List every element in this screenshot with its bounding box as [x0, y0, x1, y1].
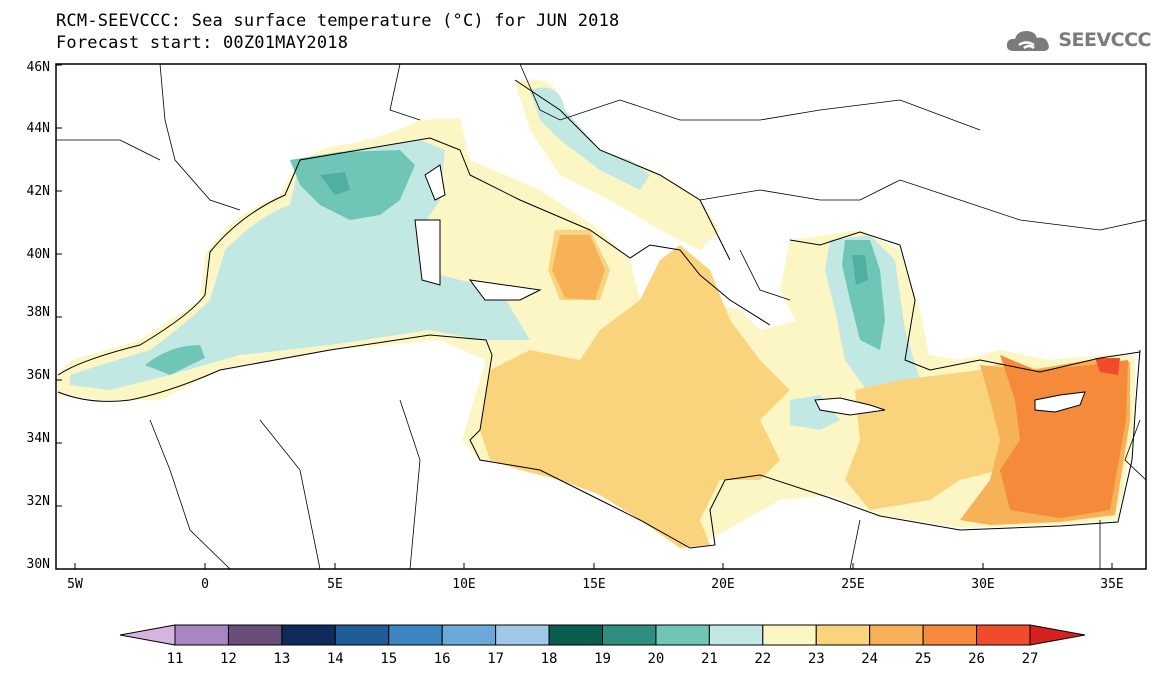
colorbar-segment — [441, 624, 497, 646]
sea-fields — [56, 64, 1146, 569]
lat-label: 32N — [27, 494, 50, 509]
cloud-icon — [1007, 31, 1050, 51]
colorbar-label: 14 — [327, 651, 344, 667]
lon-label: 30E — [971, 577, 994, 592]
logo-text: SEEVCCC — [1058, 29, 1151, 51]
lon-label: 15E — [582, 577, 605, 592]
lat-label: 46N — [27, 60, 50, 75]
colorbar: 11 12 13 14 15 16 17 18 19 20 21 22 23 24 25 26 27 — [119, 624, 1086, 667]
lon-label: 5E — [327, 577, 343, 592]
colorbar-label: 18 — [541, 651, 558, 667]
colorbar-segment — [869, 624, 924, 646]
lon-label: 35E — [1100, 577, 1123, 592]
sst-band-19 — [320, 172, 868, 285]
lon-label: 10E — [452, 577, 475, 592]
colorbar-segment — [174, 624, 229, 646]
colorbar-segment — [227, 624, 283, 646]
colorbar-label: 22 — [754, 651, 771, 667]
colorbar-label: 17 — [487, 651, 504, 667]
colorbar-segment — [708, 624, 764, 646]
colorbar-segment — [922, 624, 978, 646]
colorbar-segment — [762, 624, 817, 646]
colorbar-label: 25 — [915, 651, 932, 667]
colorbar-label: 24 — [861, 651, 878, 667]
lat-label: 40N — [27, 247, 50, 262]
colorbar-segment — [495, 624, 550, 646]
lat-label: 44N — [27, 121, 50, 136]
colorbar-segment — [281, 624, 336, 646]
lat-label: 30N — [27, 557, 50, 572]
colorbar-label: 19 — [594, 651, 611, 667]
map-title: RCM-SEEVCCC: Sea surface temperature (°C… — [56, 11, 620, 31]
lat-label: 34N — [27, 431, 50, 446]
colorbar-segment — [655, 624, 710, 646]
lon-label: 25E — [841, 577, 864, 592]
sst-band-20 — [145, 150, 885, 375]
longitude-axis: 5W 0 5E 10E 15E 20E 25E 30E 35E — [67, 563, 1124, 592]
colorbar-arrow-right — [1029, 624, 1086, 646]
lon-label: 5W — [67, 577, 83, 592]
lat-label: 38N — [27, 305, 50, 320]
colorbar-label: 13 — [273, 651, 290, 667]
lon-label: 20E — [711, 577, 734, 592]
seevccc-logo: SEEVCCC — [1004, 26, 1151, 54]
colorbar-label: 11 — [167, 651, 184, 667]
coastlines — [57, 79, 1141, 549]
colorbar-label: 23 — [808, 651, 825, 667]
latitude-axis: 30N 32N 34N 36N 38N 40N 42N 44N 46N — [27, 60, 62, 572]
colorbar-segment — [548, 624, 603, 646]
lon-label: 0 — [201, 577, 209, 592]
colorbar-segment — [334, 624, 390, 646]
lat-label: 36N — [27, 368, 50, 383]
sst-band-25 — [1000, 355, 1128, 518]
colorbar-label: 27 — [1022, 651, 1039, 667]
sst-band-26 — [1095, 358, 1120, 375]
forecast-start-label: Forecast start: 00Z01MAY2018 — [56, 33, 349, 53]
lat-label: 42N — [27, 184, 50, 199]
colorbar-segment — [815, 624, 871, 646]
colorbar-label: 26 — [968, 651, 985, 667]
colorbar-arrow-left — [119, 624, 176, 646]
colorbar-label: 12 — [220, 651, 237, 667]
colorbar-segment — [602, 624, 657, 646]
colorbar-label: 15 — [380, 651, 397, 667]
colorbar-segment — [976, 624, 1031, 646]
colorbar-label: 20 — [648, 651, 665, 667]
colorbar-segment — [388, 624, 443, 646]
country-borders — [56, 64, 1146, 569]
colorbar-label: 16 — [434, 651, 451, 667]
colorbar-label: 21 — [701, 651, 718, 667]
